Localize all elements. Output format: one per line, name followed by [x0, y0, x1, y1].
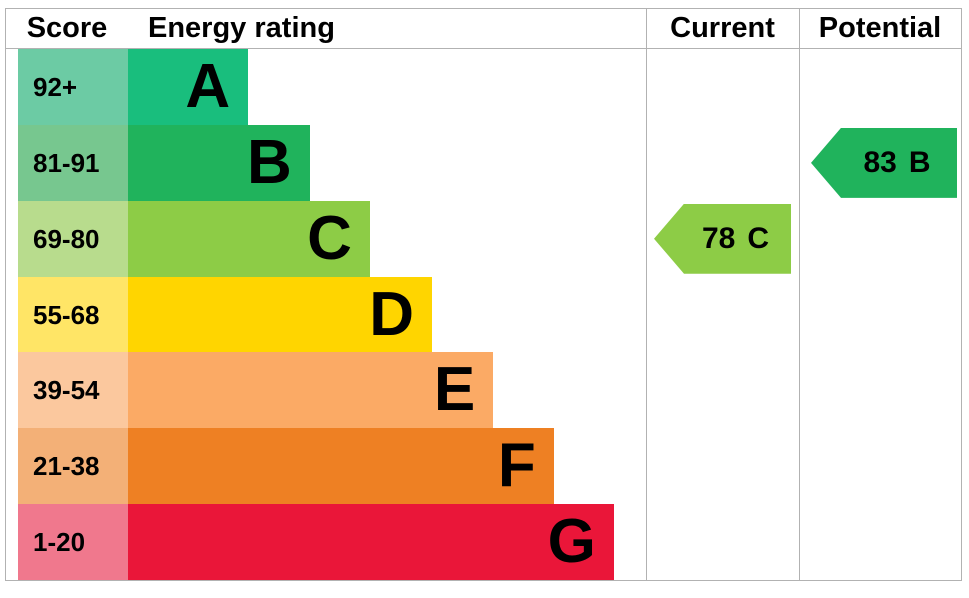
header-current: Current: [670, 12, 775, 44]
rating-row: 92+ A: [6, 49, 646, 125]
header-divider: [6, 48, 961, 49]
rating-bar: E: [128, 352, 494, 429]
score-range-cell: 81-91: [18, 124, 128, 201]
rating-bar: B: [128, 124, 310, 201]
score-inset: [6, 49, 18, 125]
rating-row: 21-38 F: [6, 428, 646, 505]
rating-row: 81-91 B: [6, 124, 646, 201]
rating-bar: A: [128, 49, 249, 125]
potential-rating-band: B: [908, 145, 931, 179]
score-range-cell: 92+: [18, 49, 128, 125]
grid-line-potential: [799, 9, 800, 580]
rating-letter: D: [369, 279, 415, 349]
score-inset: [6, 125, 18, 201]
rating-bar-track: G: [128, 504, 646, 581]
rating-bar-track: F: [128, 428, 646, 505]
current-rating-value: 78: [701, 221, 736, 255]
rating-bar: C: [128, 200, 370, 277]
rating-row: 1-20 G: [6, 504, 646, 581]
rating-bar: D: [128, 276, 433, 353]
current-rating-arrow: 78 C: [654, 203, 791, 274]
rating-row: 69-80 C: [6, 200, 646, 277]
rating-bar: G: [128, 504, 614, 581]
rating-bar-track: E: [128, 352, 646, 429]
rating-bar-track: D: [128, 276, 646, 353]
score-inset: [6, 504, 18, 580]
rating-bar-track: A: [128, 49, 646, 125]
rating-letter: A: [185, 51, 231, 121]
rating-letter: C: [307, 203, 352, 273]
grid-line-current: [646, 9, 647, 580]
rating-letter: G: [547, 507, 596, 577]
score-range-cell: 39-54: [18, 352, 128, 429]
rating-bar-track: C: [128, 200, 646, 277]
score-inset: [6, 352, 18, 428]
rating-bar-track: B: [128, 124, 646, 201]
score-inset: [6, 277, 18, 353]
epc-table: Score Energy rating Current Potential 92…: [5, 8, 962, 581]
potential-rating-arrow: 83 B: [811, 127, 957, 198]
potential-rating-value: 83: [863, 145, 897, 179]
rating-letter: B: [247, 127, 292, 197]
score-inset: [6, 201, 18, 277]
rating-rows: 92+ A 81-91 B 69-80 C 55-68 D: [6, 49, 646, 581]
header-potential: Potential: [818, 12, 942, 44]
current-rating-band: C: [747, 221, 770, 255]
header-energy-rating: Energy rating: [148, 12, 335, 44]
score-range-cell: 55-68: [18, 276, 128, 353]
rating-letter: E: [433, 355, 476, 425]
score-range-cell: 1-20: [18, 504, 128, 581]
rating-bar: F: [128, 428, 554, 505]
rating-row: 55-68 D: [6, 276, 646, 353]
rating-letter: F: [497, 431, 536, 501]
score-range-cell: 69-80: [18, 200, 128, 277]
score-range-cell: 21-38: [18, 428, 128, 505]
rating-row: 39-54 E: [6, 352, 646, 429]
header-score: Score: [26, 12, 108, 44]
score-inset: [6, 428, 18, 504]
